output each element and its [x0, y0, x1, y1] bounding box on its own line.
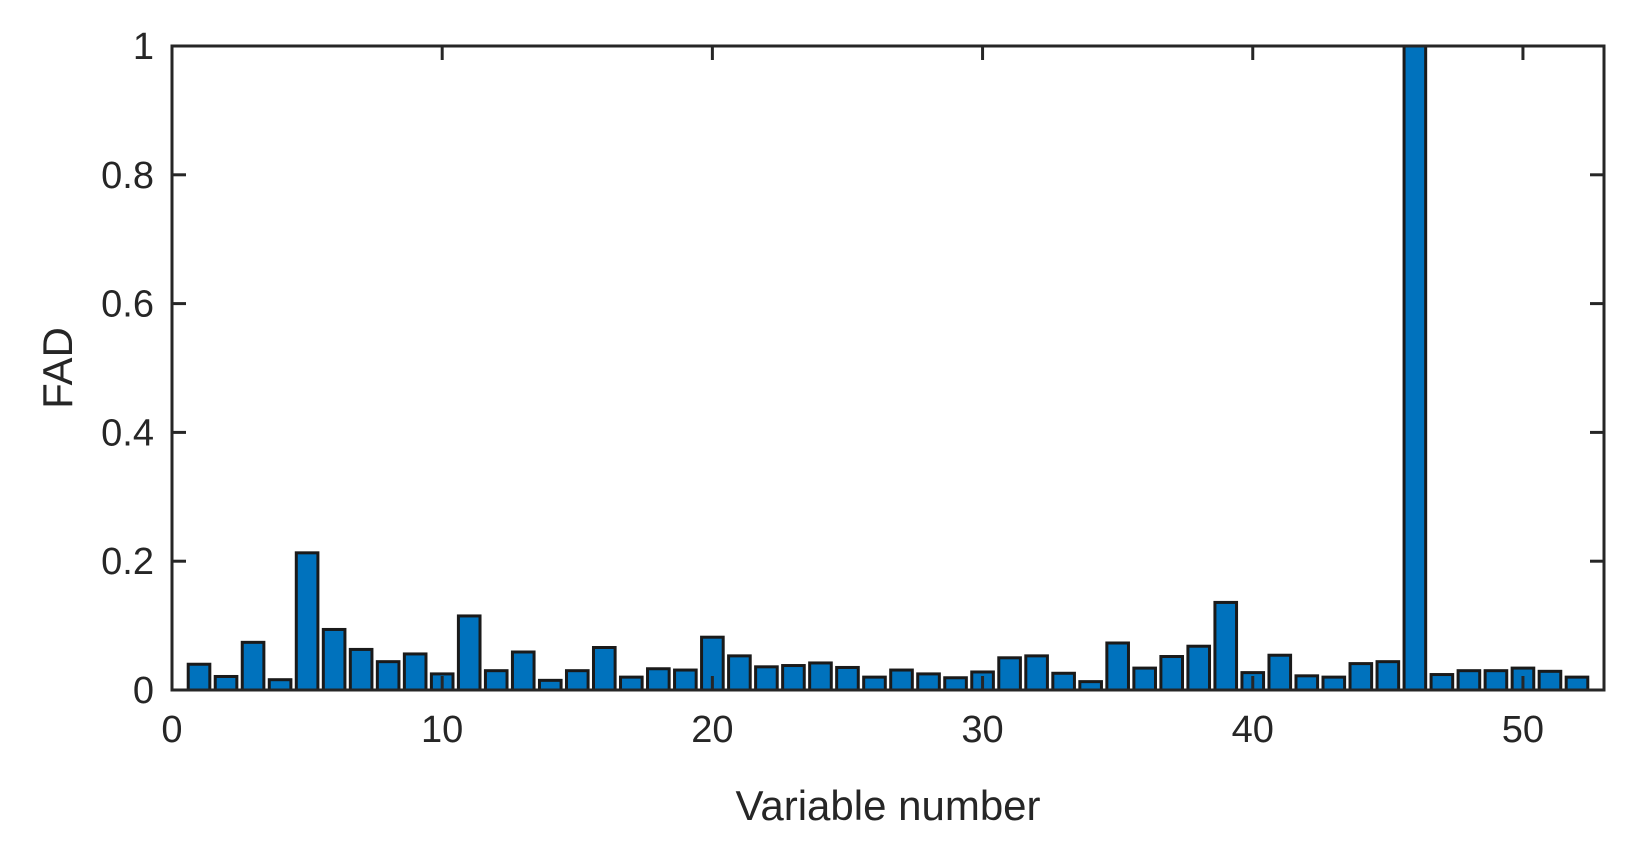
- plot-background: [172, 46, 1604, 690]
- x-tick-label-40: 40: [1232, 709, 1274, 751]
- y-tick-label-0: 0: [133, 670, 154, 712]
- y-tick-label-0.4: 0.4: [101, 412, 154, 454]
- bar-38: [1186, 644, 1212, 692]
- x-tick-label-10: 10: [421, 709, 463, 751]
- bar-6: [321, 627, 347, 692]
- bar-47: [1429, 673, 1455, 692]
- bar-28: [916, 672, 941, 692]
- bar-26: [862, 675, 887, 692]
- bar-33: [1051, 671, 1076, 692]
- bar-4: [267, 678, 293, 692]
- bar-35: [1105, 641, 1130, 692]
- bar-23: [781, 664, 806, 692]
- bar-17: [619, 675, 644, 692]
- bar-32: [1024, 654, 1049, 692]
- bar-12: [483, 669, 509, 692]
- bar-42: [1294, 674, 1320, 692]
- bar-44: [1348, 662, 1374, 692]
- bar-49: [1483, 669, 1509, 692]
- bar-29: [943, 676, 968, 692]
- bar-5: [294, 551, 320, 692]
- bar-series: [186, 44, 1590, 692]
- bar-41: [1267, 653, 1293, 692]
- bar-25: [835, 665, 860, 692]
- bar-15: [564, 669, 590, 692]
- bar-43: [1321, 675, 1347, 692]
- bar-9: [402, 652, 428, 692]
- bar-24: [808, 661, 833, 692]
- y-tick-label-0.8: 0.8: [101, 155, 154, 197]
- bar-7: [348, 647, 374, 692]
- x-tick-label-50: 50: [1502, 709, 1544, 751]
- y-tick-label-0.6: 0.6: [101, 284, 154, 326]
- bar-52: [1564, 675, 1590, 692]
- x-axis-label: Variable number: [735, 782, 1040, 829]
- y-tick-label-0.2: 0.2: [101, 541, 154, 583]
- bar-1: [186, 662, 212, 692]
- axes-box: [170, 44, 1606, 692]
- bar-11: [456, 614, 482, 692]
- bar-3: [240, 640, 266, 692]
- y-axis-label: FAD: [34, 327, 81, 409]
- x-tick-label-20: 20: [691, 709, 733, 751]
- bar-21: [727, 654, 752, 692]
- y-tick-labels: 0 0.2 0.4 0.6 0.8 1: [101, 26, 154, 712]
- x-tick-label-30: 30: [961, 709, 1003, 751]
- bar-16: [591, 646, 617, 692]
- bar-18: [646, 667, 671, 692]
- bar-2: [213, 674, 239, 692]
- y-tick-label-1: 1: [133, 26, 154, 68]
- bar-39: [1213, 600, 1239, 692]
- bar-37: [1159, 655, 1185, 692]
- x-tick-labels: 0 10 20 30 40 50: [161, 709, 1544, 751]
- bar-31: [997, 656, 1022, 692]
- bar-46: [1402, 44, 1428, 692]
- bar-19: [673, 668, 698, 692]
- x-tick-label-0: 0: [161, 709, 182, 751]
- bar-51: [1537, 669, 1563, 692]
- bar-13: [510, 650, 536, 692]
- bar-8: [375, 660, 401, 692]
- bar-27: [889, 668, 914, 692]
- bar-48: [1456, 669, 1482, 692]
- bar-22: [754, 665, 779, 692]
- bar-36: [1132, 666, 1157, 692]
- bar-45: [1375, 660, 1401, 692]
